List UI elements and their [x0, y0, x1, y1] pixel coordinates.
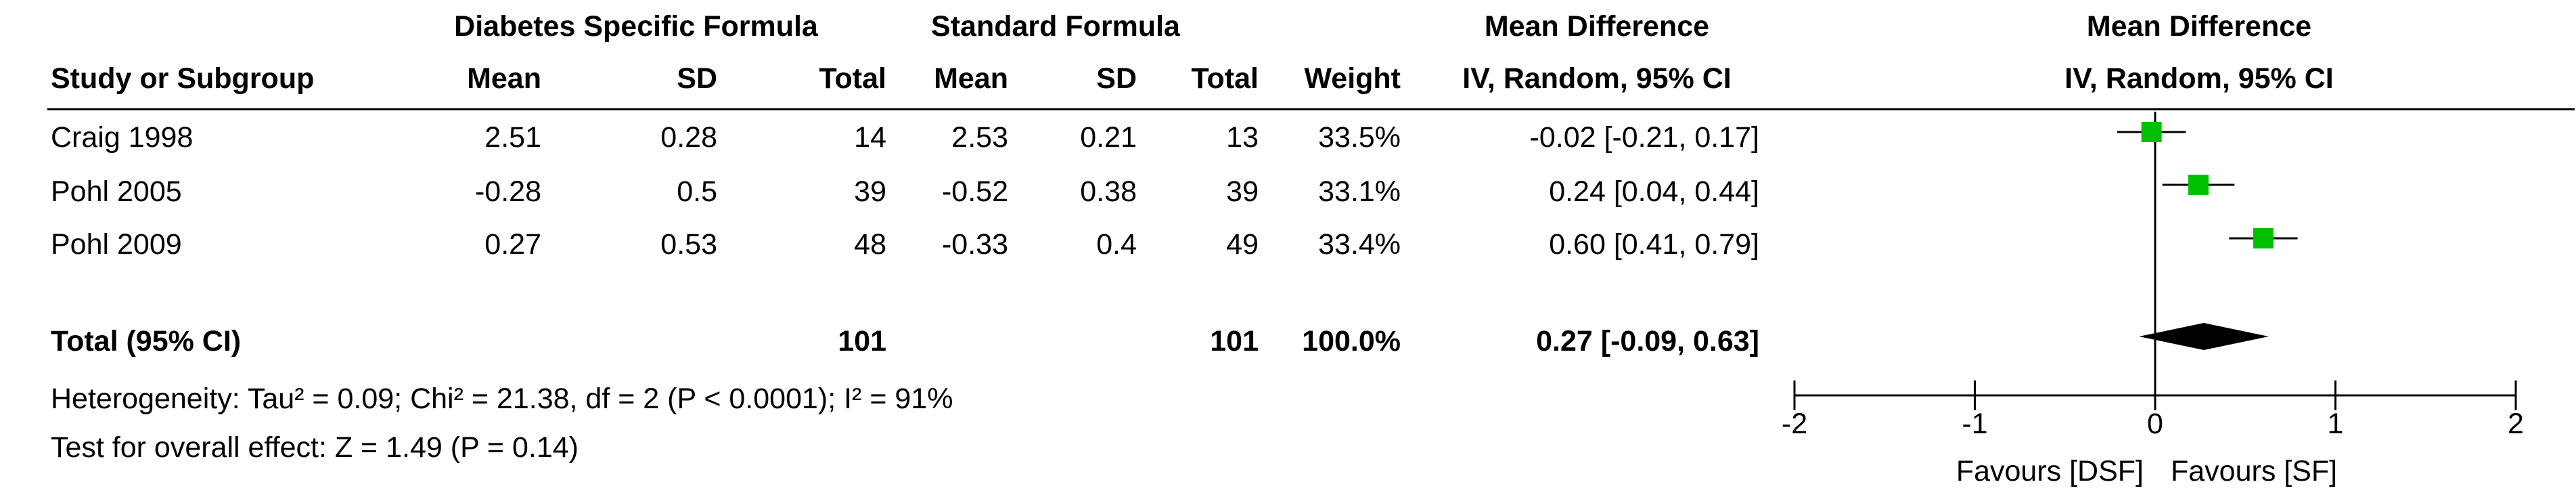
mean-sf: -0.52: [941, 175, 1008, 208]
col-header-mean-dsf: Mean: [467, 62, 541, 95]
total-dsf: 101: [838, 325, 886, 357]
weight: 33.5%: [1318, 121, 1401, 154]
x-tick-label: 0: [2147, 408, 2163, 440]
total-ci: 0.27 [-0.09, 0.63]: [1536, 325, 1759, 357]
x-tick-label: -1: [1962, 408, 1987, 440]
heterogeneity-stat: Heterogeneity: Tau² = 0.09; Chi² = 21.38…: [51, 383, 953, 415]
effect-marker: [2253, 228, 2274, 248]
effect-ci: -0.02 [-0.21, 0.17]: [1529, 121, 1759, 154]
total-sf: 49: [1226, 228, 1259, 261]
effect-header-title: Mean Difference: [1484, 10, 1710, 43]
effect-ci: 0.24 [0.04, 0.44]: [1549, 175, 1759, 208]
study-name: Pohl 2005: [51, 175, 182, 208]
col-header-total-dsf: Total: [819, 62, 886, 95]
effect-marker: [2188, 175, 2209, 195]
effect-marker: [2141, 122, 2162, 142]
weight: 33.4%: [1318, 228, 1401, 261]
col-header-plot: IV, Random, 95% CI: [2064, 62, 2334, 95]
total-dsf: 48: [854, 228, 886, 261]
total-label: Total (95% CI): [51, 325, 242, 357]
group-header-sf: Standard Formula: [931, 10, 1180, 43]
header-rule: [47, 108, 2575, 110]
col-header-mean-sf: Mean: [934, 62, 1008, 95]
sd-sf: 0.21: [1080, 121, 1137, 154]
sd-sf: 0.38: [1080, 175, 1137, 208]
col-header-total-sf: Total: [1191, 62, 1259, 95]
x-tick-label: 1: [2328, 408, 2344, 440]
x-tick-label: -2: [1782, 408, 1807, 440]
total-sf: 13: [1226, 121, 1259, 154]
sd-dsf: 0.28: [660, 121, 717, 154]
col-header-sd-sf: SD: [1096, 62, 1137, 95]
x-tick-label: 2: [2508, 408, 2524, 440]
group-header-dsf: Diabetes Specific Formula: [454, 10, 818, 43]
mean-sf: 2.53: [951, 121, 1008, 154]
mean-dsf: 0.27: [484, 228, 541, 261]
study-name: Pohl 2009: [51, 228, 182, 261]
col-header-sd-dsf: SD: [677, 62, 717, 95]
total-sf: 39: [1226, 175, 1259, 208]
favours-sf-label: Favours [SF]: [2171, 455, 2338, 487]
sd-dsf: 0.53: [660, 228, 717, 261]
total-dsf: 39: [854, 175, 886, 208]
mean-sf: -0.33: [941, 228, 1008, 261]
pooled-diamond: [2139, 323, 2269, 350]
col-header-weight: Weight: [1304, 62, 1401, 95]
mean-dsf: 2.51: [484, 121, 541, 154]
plot-header-title: Mean Difference: [2086, 10, 2312, 43]
overall-effect-stat: Test for overall effect: Z = 1.49 (P = 0…: [51, 431, 579, 464]
col-header-effect: IV, Random, 95% CI: [1462, 62, 1732, 95]
study-name: Craig 1998: [51, 121, 194, 154]
col-header-study: Study or Subgroup: [51, 62, 315, 95]
total-dsf: 14: [854, 121, 886, 154]
sd-sf: 0.4: [1096, 228, 1137, 261]
favours-dsf-label: Favours [DSF]: [1956, 455, 2144, 487]
mean-dsf: -0.28: [474, 175, 541, 208]
weight: 33.1%: [1318, 175, 1401, 208]
sd-dsf: 0.5: [677, 175, 717, 208]
total-weight: 100.0%: [1302, 325, 1401, 357]
effect-ci: 0.60 [0.41, 0.79]: [1549, 228, 1759, 261]
total-sf: 101: [1210, 325, 1259, 357]
